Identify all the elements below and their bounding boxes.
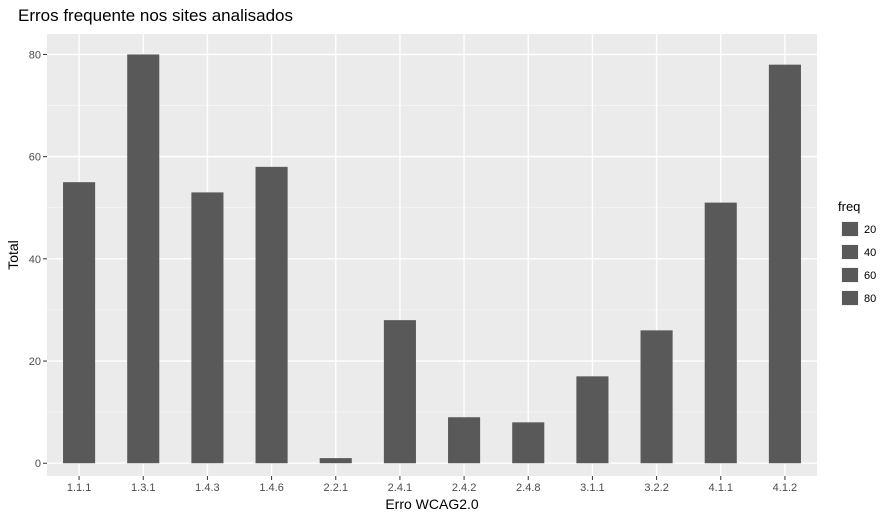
legend-label: 40 [864,247,876,259]
bar-1.1.1 [63,182,96,464]
bar-4.1.2 [768,64,801,464]
bar-2.4.2 [448,417,481,464]
y-tick-label: 40 [29,254,41,266]
legend-label: 60 [864,270,876,282]
x-tick-label: 2.2.1 [324,482,348,494]
y-axis-title: Total [5,240,21,270]
bars [63,54,801,464]
x-tick-label: 4.1.2 [773,482,797,494]
x-tick-label: 2.4.2 [452,482,476,494]
legend-title: freq [838,199,860,214]
y-tick-label: 80 [29,49,41,61]
plot-panel [47,34,817,476]
legend-key-swatch [842,222,858,236]
x-tick-label: 4.1.1 [709,482,733,494]
bar-3.1.1 [576,376,609,464]
bar-3.2.2 [640,330,673,464]
bar-1.4.3 [191,192,224,464]
x-tick-label: 3.2.2 [644,482,668,494]
x-axis-title: Erro WCAG2.0 [385,496,479,512]
bar-2.4.1 [383,320,416,464]
bar-1.3.1 [127,54,160,464]
bar-2.4.8 [512,422,545,464]
legend: freq 20 40 60 80 [838,199,876,306]
x-tick-label: 3.1.1 [580,482,604,494]
y-tick-label: 20 [29,356,41,368]
y-tick-label: 0 [35,458,41,470]
chart-title: Erros frequente nos sites analisados [18,6,293,25]
legend-key-swatch [842,245,858,259]
y-axis: 0 20 40 60 80 [29,49,47,470]
bar-4.1.1 [704,202,737,464]
legend-label: 20 [864,224,876,236]
bar-2.2.1 [319,458,352,464]
x-axis: 1.1.1 1.3.1 1.4.3 1.4.6 2.2.1 2.4.1 2.4.2 2.4.8… [67,476,797,494]
x-tick-label: 1.1.1 [67,482,91,494]
x-tick-label: 1.4.3 [195,482,219,494]
y-tick-label: 60 [29,152,41,164]
x-tick-label: 1.4.6 [259,482,283,494]
x-tick-label: 2.4.8 [516,482,540,494]
legend-key-swatch [842,291,858,305]
legend-label: 80 [864,293,876,305]
x-tick-label: 2.4.1 [388,482,412,494]
legend-key-swatch [842,268,858,282]
x-tick-label: 1.3.1 [131,482,155,494]
bar-1.4.6 [255,166,288,464]
